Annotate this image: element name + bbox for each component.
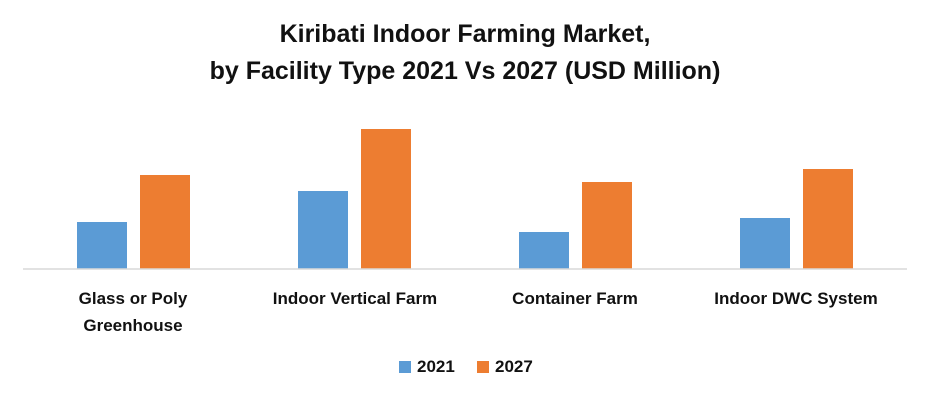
bar-2021-cat-3 <box>740 218 790 269</box>
legend-swatch-2027 <box>477 361 489 373</box>
bar-2027-cat-3 <box>803 169 853 269</box>
bar-2021-cat-0 <box>77 222 127 269</box>
category-label-line: Container Farm <box>512 289 638 308</box>
bar-2021-cat-2 <box>519 232 569 269</box>
category-label-indoor-vertical-farm: Indoor Vertical Farm <box>245 285 465 312</box>
legend-label-2027: 2027 <box>495 357 533 376</box>
bar-2021-cat-1 <box>298 191 348 269</box>
category-label-line: Indoor Vertical Farm <box>272 289 438 308</box>
legend-item-2027: 2027 <box>477 357 533 377</box>
chart-title-line-2: by Facility Type 2021 Vs 2027 (USD Milli… <box>209 57 721 85</box>
category-label-line: Glass or Poly <box>78 289 188 308</box>
bar-2027-cat-0 <box>140 175 190 269</box>
bar-2027-cat-2 <box>582 182 632 269</box>
category-label-line: Indoor DWC System <box>714 289 878 308</box>
bar-2027-cat-1 <box>361 129 411 269</box>
legend-swatch-2021 <box>399 361 411 373</box>
category-label-glass-or-poly-greenhouse: Glass or Poly Greenhouse <box>23 285 243 339</box>
chart-title-line-1: Kiribati Indoor Farming Market, <box>279 20 651 48</box>
legend-item-2021: 2021 <box>399 357 455 377</box>
legend-label-2021: 2021 <box>417 357 455 376</box>
category-label-line: Greenhouse <box>83 316 183 335</box>
category-label-container-farm: Container Farm <box>465 285 685 312</box>
category-label-indoor-dwc-system: Indoor DWC System <box>686 285 906 312</box>
